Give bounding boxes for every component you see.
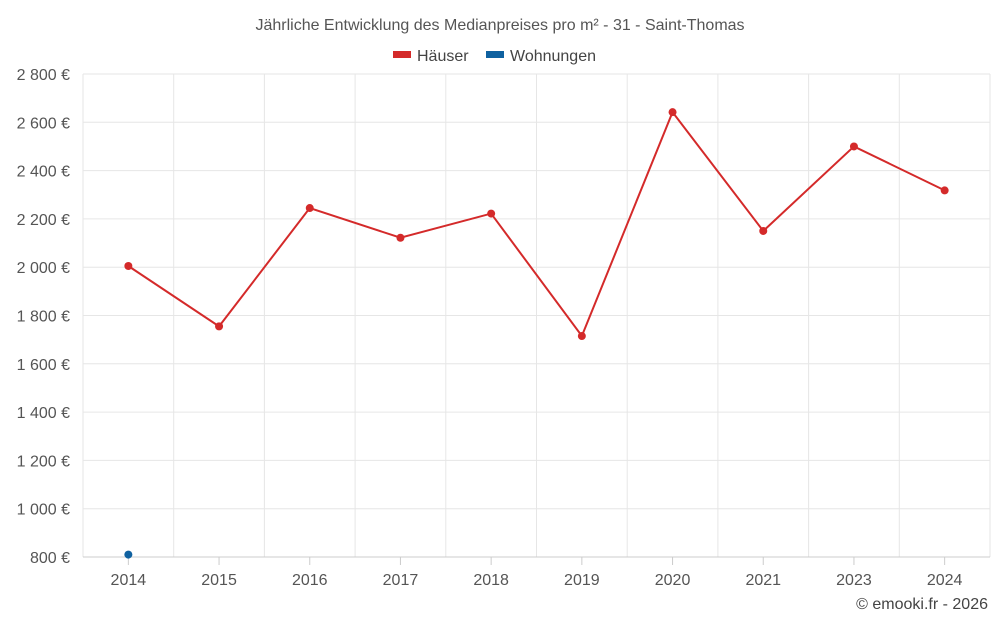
x-tick-label: 2021 [745, 572, 781, 589]
y-axis-ticks: 800 € 1 000 € 1 200 € 1 400 € 1 600 € 1 800 €… [17, 67, 70, 567]
x-axis-ticks: 2014 2015 2016 2017 2018 2019 2020 2021 2023 2024 [111, 557, 963, 589]
x-tick-label: 2015 [201, 572, 237, 589]
x-tick-label: 2019 [564, 572, 600, 589]
grid [82, 73, 991, 558]
x-tick-label: 2014 [111, 572, 147, 589]
series [124, 108, 949, 559]
data-point-wohnungen[interactable] [124, 550, 133, 559]
y-tick-label: 1 400 € [17, 405, 70, 422]
legend-label-hauser: Häuser [417, 48, 469, 65]
y-tick-label: 2 400 € [17, 164, 70, 181]
credit-text: © emooki.fr - 2026 [856, 596, 988, 613]
y-tick-label: 1 600 € [17, 357, 70, 374]
data-point-hauser[interactable] [759, 226, 768, 235]
x-tick-label: 2023 [836, 572, 872, 589]
y-tick-label: 2 000 € [17, 260, 70, 277]
chart-title: Jährliche Entwicklung des Medianpreises … [255, 17, 744, 34]
legend-swatch-wohnungen [486, 51, 504, 58]
series-line-hauser [127, 110, 946, 339]
legend-item-wohnungen[interactable]: Wohnungen [486, 48, 596, 65]
x-tick-label: 2018 [473, 572, 509, 589]
y-tick-label: 2 200 € [17, 212, 70, 229]
legend-label-wohnungen: Wohnungen [510, 48, 596, 65]
data-point-hauser[interactable] [668, 108, 677, 117]
y-tick-label: 2 800 € [17, 67, 70, 84]
data-point-hauser[interactable] [487, 209, 496, 218]
x-tick-label: 2016 [292, 572, 328, 589]
data-point-hauser[interactable] [215, 322, 224, 331]
y-tick-label: 1 200 € [17, 453, 70, 470]
x-tick-label: 2017 [383, 572, 419, 589]
data-point-hauser[interactable] [849, 142, 858, 151]
y-tick-label: 1 800 € [17, 309, 70, 326]
data-point-hauser[interactable] [577, 332, 586, 341]
data-point-hauser[interactable] [940, 186, 949, 195]
y-tick-label: 1 000 € [17, 502, 70, 519]
legend-item-hauser[interactable]: Häuser [393, 48, 469, 65]
data-point-hauser[interactable] [305, 204, 314, 213]
legend: Häuser Wohnungen [393, 48, 596, 65]
y-tick-label: 2 600 € [17, 115, 70, 132]
data-point-hauser[interactable] [396, 233, 405, 242]
y-tick-label: 800 € [30, 550, 70, 567]
x-tick-label: 2024 [927, 572, 963, 589]
x-tick-label: 2020 [655, 572, 691, 589]
legend-swatch-hauser [393, 51, 411, 58]
data-point-hauser[interactable] [124, 261, 133, 270]
